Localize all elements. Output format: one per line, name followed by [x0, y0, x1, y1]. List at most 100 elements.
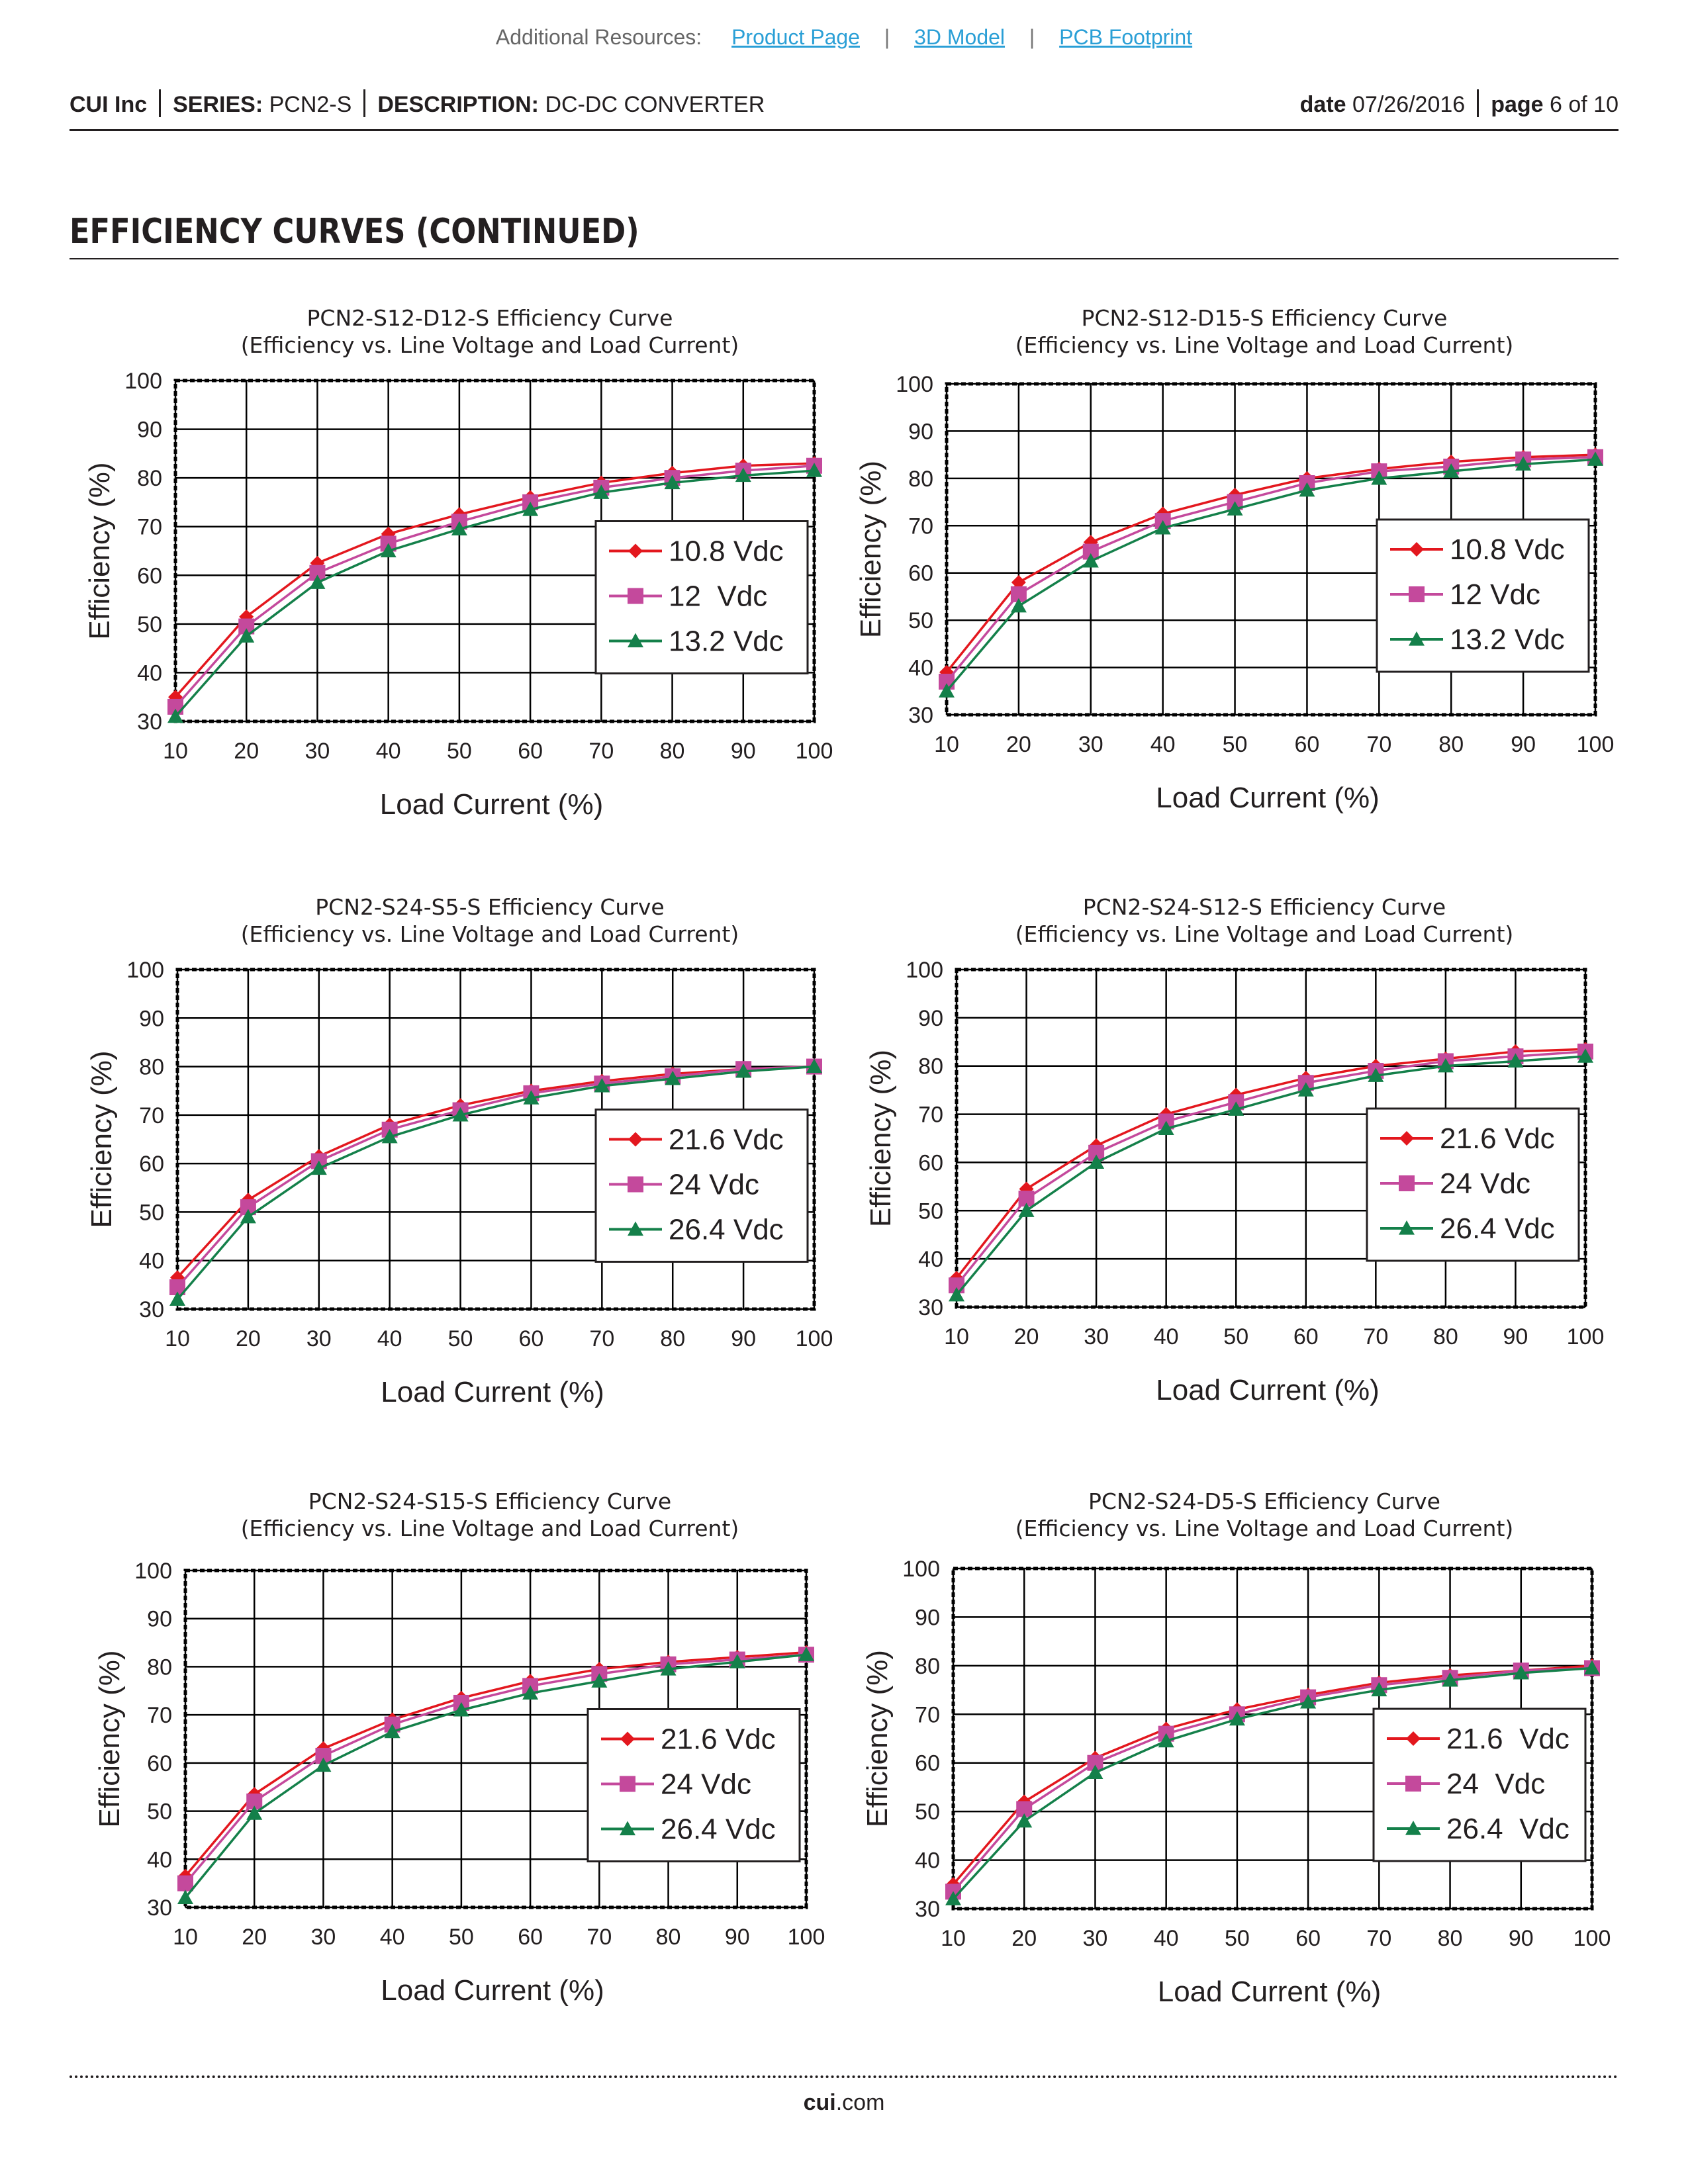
- resources-separator: |: [884, 25, 890, 49]
- legend-marker: [1399, 1220, 1415, 1235]
- x-tick-label: 100: [796, 1326, 833, 1351]
- data-point: [1577, 1048, 1593, 1063]
- plot-frame: [945, 382, 1597, 717]
- x-tick-label: 100: [788, 1925, 825, 1950]
- x-tick-label: 80: [1438, 1926, 1463, 1951]
- y-tick-label: 80: [139, 1055, 164, 1080]
- y-tick-label: 60: [915, 1751, 940, 1776]
- y-tick-label: 50: [147, 1799, 172, 1825]
- legend-marker: [1409, 542, 1424, 557]
- data-point: [1228, 1101, 1244, 1116]
- 3d-model-link[interactable]: 3D Model: [914, 25, 1006, 49]
- legend-label: 24 Vdc: [661, 1768, 751, 1801]
- x-tick-label: 100: [796, 739, 833, 764]
- footer-divider: [70, 2075, 1618, 2078]
- x-tick-label: 90: [1511, 732, 1536, 757]
- data-point: [1227, 501, 1243, 516]
- y-tick-label: 90: [137, 418, 162, 443]
- data-point: [1507, 1053, 1524, 1068]
- legend-marker: [1409, 586, 1425, 602]
- y-tick-label: 60: [918, 1150, 943, 1175]
- x-tick-label: 30: [305, 739, 330, 764]
- plot-frame: [951, 1567, 1594, 1911]
- efficiency-chart-2: PCN2-S12-D15-S Efficiency Curve(Efficien…: [855, 305, 1614, 814]
- y-tick-label: 80: [908, 467, 933, 492]
- data-point: [309, 574, 326, 589]
- y-tick-label: 60: [137, 563, 162, 588]
- x-axis-label: Load Current (%): [380, 788, 603, 821]
- resources-label: Additional Resources:: [495, 25, 702, 49]
- page-value: 6 of 10: [1550, 92, 1618, 117]
- x-axis-label: Load Current (%): [381, 1376, 604, 1408]
- data-point: [1229, 1711, 1245, 1726]
- data-point: [806, 463, 822, 477]
- y-axis-label: Efficiency (%): [85, 1050, 118, 1228]
- x-tick-label: 40: [1154, 1926, 1179, 1951]
- x-tick-label: 50: [449, 1925, 474, 1950]
- data-point: [380, 543, 397, 558]
- series-line: [176, 1065, 815, 1279]
- y-tick-label: 40: [147, 1847, 172, 1872]
- data-point: [169, 1291, 185, 1306]
- data-point: [310, 1160, 327, 1175]
- y-tick-label: 50: [137, 612, 162, 637]
- x-tick-label: 20: [234, 739, 259, 764]
- data-point: [238, 628, 255, 643]
- additional-resources-bar: Additional Resources: Product Page | 3D …: [0, 25, 1688, 50]
- y-tick-label: 80: [918, 1054, 943, 1079]
- data-point: [1587, 451, 1603, 466]
- data-point: [729, 1654, 745, 1668]
- chart-title: PCN2-S12-D12-S Efficiency Curve: [307, 305, 673, 331]
- data-point: [1299, 482, 1315, 497]
- data-point: [660, 1661, 677, 1676]
- data-point: [1010, 598, 1027, 613]
- data-point: [381, 1128, 398, 1144]
- y-axis-label: Efficiency (%): [865, 1050, 897, 1227]
- chart-title: PCN2-S12-D15-S Efficiency Curve: [1082, 305, 1448, 331]
- series-line: [952, 1664, 1593, 1886]
- legend-marker: [1406, 1731, 1421, 1746]
- x-tick-label: 20: [242, 1925, 267, 1950]
- x-tick-label: 60: [1295, 732, 1320, 757]
- chart-title: PCN2-S24-S12-S Efficiency Curve: [1083, 894, 1446, 920]
- chart-title: PCN2-S24-S15-S Efficiency Curve: [308, 1488, 671, 1514]
- plot-frame: [183, 1569, 808, 1909]
- data-point: [452, 1107, 469, 1122]
- y-tick-label: 40: [137, 660, 162, 686]
- y-tick-label: 70: [908, 514, 933, 539]
- legend-label: 26.4 Vdc: [1440, 1212, 1555, 1245]
- legend-label: 24 Vdc: [669, 1169, 759, 1201]
- y-tick-label: 80: [147, 1655, 172, 1680]
- section-title: EFFICIENCY CURVES (CONTINUED): [70, 212, 1619, 259]
- data-point: [1437, 1058, 1454, 1073]
- data-point: [1011, 575, 1026, 590]
- header-divider: [363, 89, 366, 117]
- y-tick-label: 100: [902, 1557, 940, 1582]
- legend-marker: [628, 633, 643, 648]
- description-value: DC-DC CONVERTER: [545, 92, 765, 117]
- series-line: [945, 458, 1596, 692]
- chart-subtitle: (Efficiency vs. Line Voltage and Load Cu…: [241, 1516, 739, 1541]
- product-page-link[interactable]: Product Page: [731, 25, 860, 49]
- x-tick-label: 10: [165, 1326, 190, 1351]
- data-point: [240, 1208, 256, 1224]
- y-tick-label: 50: [139, 1200, 164, 1225]
- pcb-footprint-link[interactable]: PCB Footprint: [1059, 25, 1193, 49]
- series-line: [955, 1055, 1586, 1296]
- x-tick-label: 10: [934, 732, 959, 757]
- data-point: [735, 1063, 752, 1078]
- data-point: [1515, 456, 1532, 471]
- chart-title: PCN2-S24-S5-S Efficiency Curve: [315, 894, 664, 920]
- legend-label: 24 Vdc: [1446, 1768, 1545, 1800]
- data-point: [1584, 1660, 1600, 1675]
- series-line: [952, 1666, 1593, 1893]
- x-tick-label: 50: [1223, 732, 1248, 757]
- data-point: [1513, 1664, 1529, 1680]
- x-tick-label: 70: [589, 1326, 614, 1351]
- data-point: [453, 1702, 469, 1717]
- y-axis-label: Efficiency (%): [83, 462, 116, 639]
- efficiency-chart-1: PCN2-S12-D12-S Efficiency Curve(Efficien…: [83, 305, 833, 821]
- series-line: [184, 1653, 807, 1899]
- legend-marker: [1405, 1821, 1421, 1835]
- legend-marker: [1409, 631, 1425, 646]
